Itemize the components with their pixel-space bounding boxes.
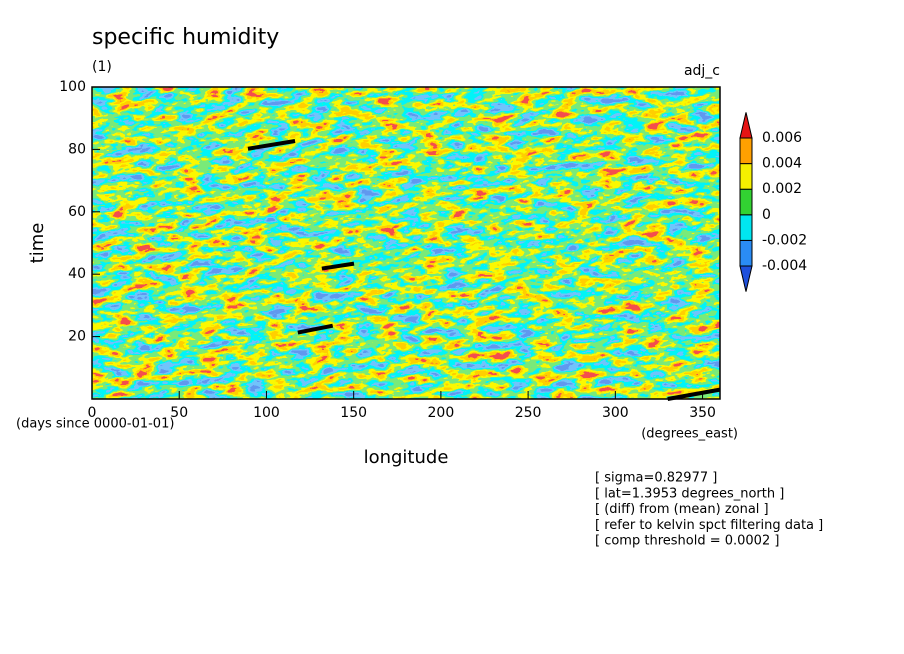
note: [ refer to kelvin spct filtering data ]: [595, 518, 823, 533]
x-tick-label: 150: [340, 405, 367, 421]
plot-frame: [91, 86, 721, 400]
x-units: (degrees_east): [641, 427, 738, 442]
colorbar-label: 0: [762, 207, 771, 223]
y-tick-label: 40: [68, 266, 86, 282]
colorbar-bin: [739, 214, 753, 241]
x-tick-label: 300: [602, 405, 629, 421]
colorbar-bin: [739, 163, 753, 190]
colorbar-low: [739, 265, 753, 292]
chart-title: specific humidity: [92, 25, 279, 50]
y-tick-label: 100: [59, 79, 86, 95]
note: [ sigma=0.82977 ]: [595, 471, 717, 486]
x-axis-title: longitude: [364, 447, 449, 468]
note: [ comp threshold = 0.0002 ]: [595, 534, 779, 549]
colorbar-label: 0.006: [762, 130, 802, 146]
field-texture: [92, 87, 720, 399]
wave-segment: [667, 387, 721, 401]
wave-segment: [321, 261, 355, 271]
x-tick-label: 0: [88, 405, 97, 421]
colorbar-label: 0.002: [762, 181, 802, 197]
colorbar-bin: [739, 239, 753, 267]
colorbar-bin: [739, 137, 753, 165]
colorbar-bin: [739, 188, 753, 216]
colorbar-high: [739, 112, 753, 139]
x-tick-label: 250: [515, 405, 542, 421]
wave-segment: [297, 323, 334, 335]
wave-segment: [247, 139, 296, 151]
x-tick-label: 100: [253, 405, 280, 421]
note: [ lat=1.3953 degrees_north ]: [595, 486, 784, 501]
subtitle: (1): [92, 59, 112, 75]
x-tick-label: 50: [170, 405, 188, 421]
y-tick-label: 60: [68, 204, 86, 220]
x-tick-label: 200: [428, 405, 455, 421]
y-axis-title: time: [27, 223, 48, 264]
y-tick-label: 80: [68, 141, 86, 157]
label-right: adj_c: [684, 63, 720, 79]
colorbar-label: 0.004: [762, 156, 802, 172]
contour-field: [92, 87, 720, 399]
colorbar-label: -0.002: [762, 232, 807, 248]
y-units: (days since 0000-01-01): [16, 417, 174, 432]
note: [ (diff) from (mean) zonal ]: [595, 502, 769, 517]
y-tick-label: 20: [68, 329, 86, 345]
x-tick-label: 350: [689, 405, 716, 421]
colorbar-label: -0.004: [762, 258, 807, 274]
